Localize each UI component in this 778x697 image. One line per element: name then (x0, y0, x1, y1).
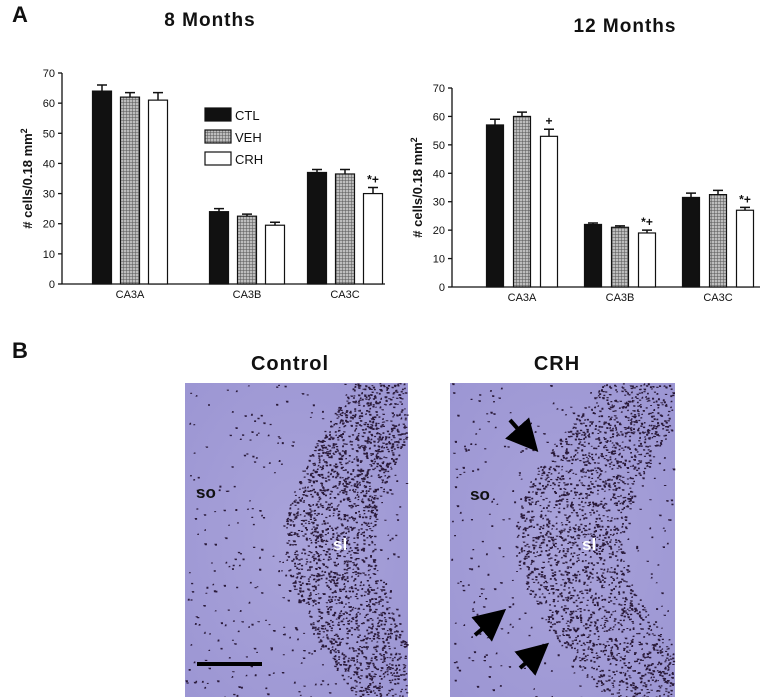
x-tick-label: CA3B (233, 289, 262, 301)
error-bar (153, 91, 163, 101)
bar (91, 90, 113, 285)
error-bar (544, 128, 554, 137)
error-bar (588, 222, 598, 225)
bar (583, 223, 603, 288)
y-tick-label: 0 (49, 279, 55, 291)
micrograph: Control so sl (185, 353, 409, 697)
y-tick-label: 10 (43, 249, 55, 261)
y-tick-label: 70 (433, 83, 445, 95)
bar (485, 124, 505, 288)
bar (681, 196, 701, 288)
bar (637, 232, 657, 288)
x-tick-label: CA3A (116, 289, 145, 301)
error-bar (214, 207, 224, 212)
legend-swatch (204, 107, 232, 122)
error-bar (642, 229, 652, 233)
y-tick-label: 40 (433, 168, 445, 180)
bar (539, 135, 559, 288)
region-label: so (196, 483, 216, 502)
bar (735, 209, 755, 288)
legend-swatch (204, 129, 232, 144)
y-tick-label: 60 (43, 98, 55, 110)
x-tick-label: CA3A (508, 292, 537, 304)
region-label: so (470, 485, 490, 504)
error-bar (242, 213, 252, 217)
region-label: sl (582, 535, 596, 554)
x-tick-label: CA3C (703, 292, 732, 304)
legend-label: VEH (235, 130, 262, 145)
legend-label: CRH (235, 152, 263, 167)
bar (708, 194, 728, 288)
y-tick-label: 10 (433, 254, 445, 266)
bar (119, 96, 141, 285)
legend-label: CTL (235, 108, 260, 123)
chart-title: 8 Months (164, 10, 255, 31)
panel-label: B (12, 338, 28, 363)
error-bar (125, 91, 135, 98)
error-bar (686, 192, 696, 198)
y-tick-label: 50 (43, 128, 55, 140)
y-axis-label-superscript: 2 (19, 128, 29, 133)
error-bar (490, 118, 500, 125)
cell-stain (185, 383, 409, 697)
chart: 12 Months# cells/0.18 mm2010203040506070… (409, 16, 760, 304)
error-bar (340, 168, 350, 174)
bar (208, 211, 230, 285)
x-tick-label: CA3C (330, 289, 359, 301)
legend-swatch (204, 151, 232, 166)
y-tick-label: 20 (43, 219, 55, 231)
bar (334, 173, 356, 285)
significance-label: *+ (739, 192, 751, 206)
y-tick-label: 0 (439, 282, 445, 294)
chart: 8 Months# cells/0.18 mm2010203040506070C… (19, 10, 385, 301)
y-tick-label: 30 (43, 189, 55, 201)
bar (306, 171, 328, 285)
micrograph: CRH so sl (450, 353, 676, 697)
micrograph-title: Control (251, 353, 329, 375)
significance-label: + (545, 114, 552, 128)
y-axis-label-superscript: 2 (409, 137, 419, 142)
bar (236, 215, 258, 285)
error-bar (368, 186, 378, 194)
panel-label: A (12, 2, 28, 27)
region-label: sl (333, 535, 347, 554)
y-tick-label: 70 (43, 68, 55, 80)
error-bar (270, 221, 280, 226)
error-bar (740, 206, 750, 211)
y-axis-label-text: # cells/0.18 mm (20, 133, 35, 228)
y-tick-label: 30 (433, 197, 445, 209)
error-bar (97, 84, 107, 92)
bar (147, 99, 169, 285)
micrograph-image (185, 383, 408, 697)
error-bar (517, 111, 527, 117)
error-bar (615, 225, 625, 228)
cell-stain (451, 383, 676, 697)
error-bar (312, 168, 322, 173)
significance-label: *+ (367, 173, 379, 187)
y-tick-label: 50 (433, 140, 445, 152)
y-tick-label: 60 (433, 111, 445, 123)
y-axis-label-text: # cells/0.18 mm (410, 142, 425, 237)
y-axis-label: # cells/0.18 mm2 (409, 137, 425, 237)
arrows (471, 417, 550, 676)
bar (610, 226, 630, 288)
micrograph-title: CRH (534, 353, 580, 375)
bar (512, 115, 532, 288)
bar (264, 224, 286, 285)
y-tick-label: 20 (433, 225, 445, 237)
error-bar (713, 189, 723, 195)
significance-label: *+ (641, 215, 653, 229)
chart-title: 12 Months (574, 16, 677, 37)
y-tick-label: 40 (43, 158, 55, 170)
y-axis-label: # cells/0.18 mm2 (19, 128, 35, 228)
bar (362, 192, 384, 285)
x-tick-label: CA3B (606, 292, 635, 304)
